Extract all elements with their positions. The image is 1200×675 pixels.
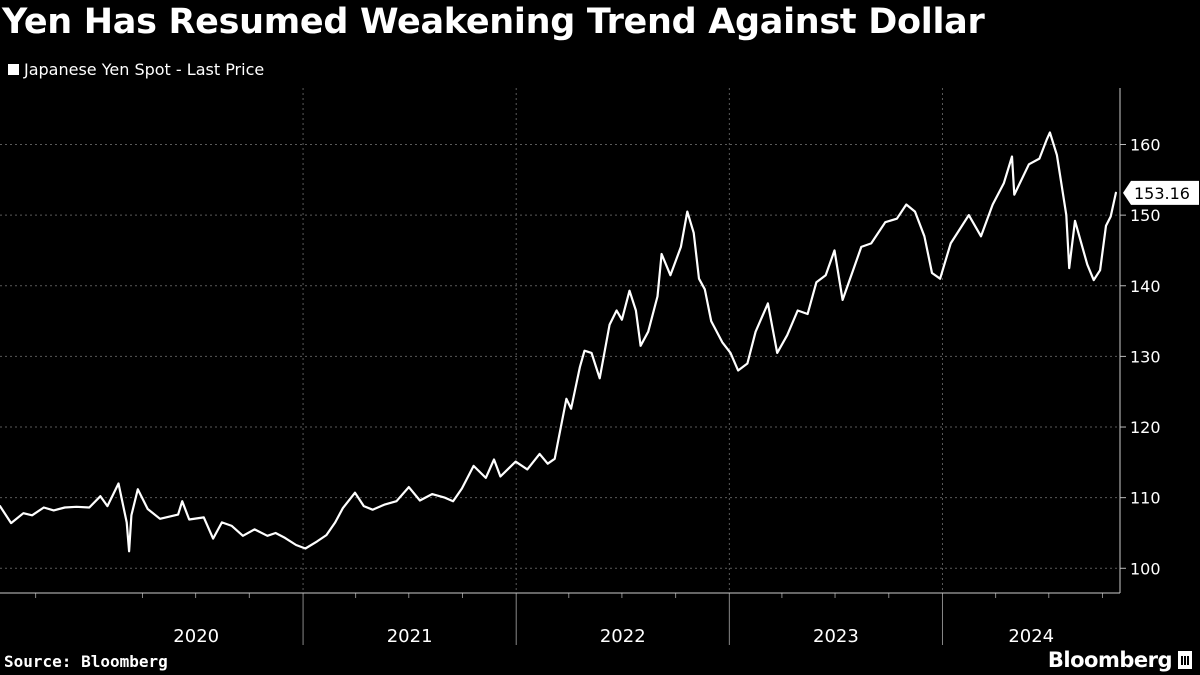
bloomberg-logo: Bloomberg [1048,648,1192,672]
y-tick-label: 160 [1130,136,1161,155]
y-tick-label: 120 [1130,418,1161,437]
x-tick-label: 2022 [600,626,646,647]
series-line [0,131,1117,553]
y-tick-label: 140 [1130,277,1161,296]
last-value-callout [1123,180,1199,205]
bloomberg-terminal-icon [1178,651,1192,669]
x-tick-label: 2024 [1008,626,1054,647]
last-value-label: 153.16 [1134,184,1190,203]
chart-legend: Japanese Yen Spot - Last Price [8,60,264,79]
x-tick-label: 2021 [387,626,433,647]
legend-swatch [8,64,19,75]
chart-title: Yen Has Resumed Weakening Trend Against … [2,2,985,42]
brand-label: Bloomberg [1047,648,1173,672]
legend-label: Japanese Yen Spot - Last Price [24,60,265,79]
source-note: Source: Bloomberg [4,652,168,671]
y-tick-label: 100 [1130,559,1161,578]
x-tick-label: 2020 [173,626,219,647]
y-tick-label: 110 [1130,489,1161,508]
y-tick-label: 150 [1130,206,1161,225]
x-tick-label: 2023 [813,626,859,647]
y-tick-label: 130 [1130,347,1161,366]
